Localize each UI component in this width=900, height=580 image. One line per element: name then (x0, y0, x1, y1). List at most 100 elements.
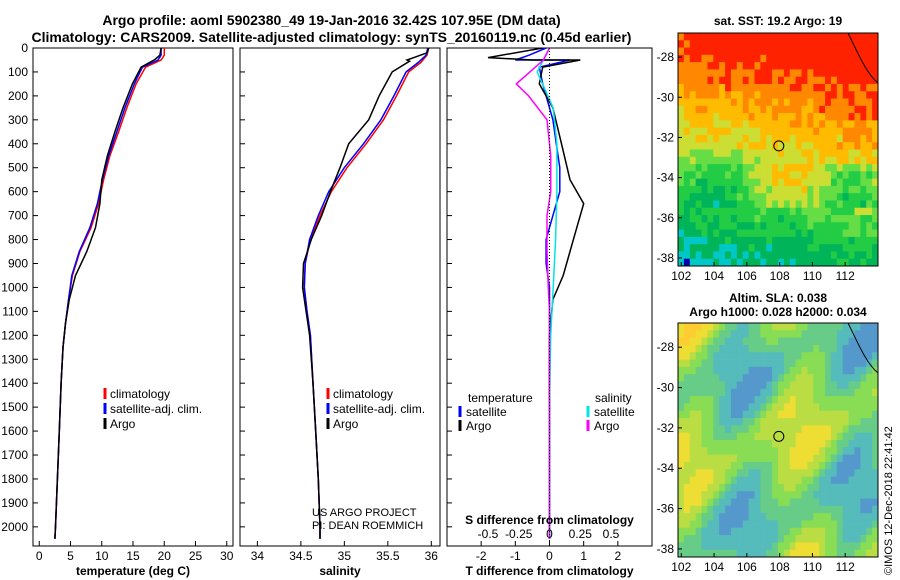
map-y-tick-label: -36 (657, 211, 675, 225)
map-cell (795, 105, 802, 114)
map-cell (789, 215, 797, 223)
map-cell (766, 447, 773, 456)
map-cell (795, 396, 802, 404)
map-cell (725, 549, 732, 558)
map-cell (689, 251, 697, 260)
map-cell (678, 491, 685, 499)
map-cell (678, 178, 685, 187)
map-cell (772, 120, 779, 129)
map-y-tick-label: -30 (657, 381, 675, 395)
map-cell (678, 498, 685, 507)
map-cell (778, 381, 785, 390)
map-cell (783, 207, 791, 216)
map-cell (819, 113, 826, 121)
map-cell (854, 432, 861, 441)
map-cell (789, 469, 797, 477)
map-cell (713, 330, 720, 339)
map-cell (866, 403, 873, 412)
map-cell (830, 469, 838, 477)
map-cell (825, 527, 832, 536)
map-cell (689, 542, 697, 551)
map-cell (695, 229, 702, 238)
map-cell (707, 469, 714, 477)
x-tick-label: 5 (67, 549, 74, 563)
map-cell (719, 520, 726, 529)
map-cell (789, 222, 797, 230)
map-cell (725, 185, 732, 194)
map-cell (866, 113, 873, 121)
map-cell (872, 476, 879, 485)
map-cell (725, 244, 732, 252)
map-cell (836, 62, 844, 70)
map-cell (848, 505, 855, 514)
map-cell (678, 410, 685, 419)
map-cell (848, 374, 855, 382)
map-cell (707, 403, 714, 412)
map-cell (789, 33, 797, 41)
map-cell (836, 388, 844, 397)
map-cell (760, 447, 767, 456)
map-cell (778, 352, 785, 360)
map-cell (719, 164, 726, 172)
map-cell (683, 491, 691, 499)
map-cell (778, 498, 785, 507)
map-cell (713, 454, 720, 463)
map-cell (866, 381, 873, 390)
map-cell (848, 388, 855, 397)
map-cell (736, 374, 744, 382)
map-cell (725, 229, 732, 238)
map-cell (772, 330, 779, 339)
map-cell (842, 469, 849, 477)
map-cell (683, 483, 691, 492)
map-cell (830, 513, 838, 521)
map-cell (754, 520, 761, 529)
map-cell (683, 447, 691, 456)
map-cell (801, 98, 808, 107)
map-cell (801, 164, 808, 172)
map-cell (807, 178, 814, 187)
map-cell (789, 171, 797, 180)
map-cell (689, 505, 697, 514)
map-cell (713, 410, 720, 419)
map-cell (819, 200, 826, 209)
map-cell (719, 33, 726, 41)
x-tick-label: 2 (614, 549, 621, 563)
map-cell (760, 33, 767, 41)
map-cell (701, 200, 708, 209)
map-cell (725, 374, 732, 382)
map-cell (866, 164, 873, 172)
map-cell (713, 549, 720, 558)
legend-label: Argo (466, 419, 492, 433)
map-cell (754, 222, 761, 230)
map-cell (678, 388, 685, 397)
map-cell (854, 244, 861, 252)
map-cell (807, 403, 814, 412)
map-cell (801, 258, 808, 267)
map-cell (707, 105, 714, 114)
map-cell (783, 258, 791, 267)
map-cell (701, 62, 708, 70)
map-cell (736, 69, 744, 78)
map-cell (701, 542, 708, 551)
map-cell (707, 337, 714, 346)
map-cell (872, 127, 879, 136)
map-cell (748, 156, 755, 165)
map-cell (748, 54, 755, 63)
y-tick-label: 1200 (1, 328, 28, 342)
map-cell (730, 476, 738, 485)
x2-tick-label: -0.5 (478, 527, 499, 541)
map-cell (754, 366, 761, 375)
map-cell (842, 447, 849, 456)
map-cell (754, 149, 761, 158)
map-cell (783, 535, 791, 543)
map-cell (719, 381, 726, 390)
map-cell (772, 244, 779, 252)
map-cell (848, 193, 855, 201)
map-cell (742, 381, 749, 390)
map-cell (707, 98, 714, 107)
map-cell (807, 215, 814, 223)
map-cell (742, 142, 749, 150)
map-cell (789, 513, 797, 521)
map-cell (772, 149, 779, 158)
map-cell (701, 366, 708, 375)
